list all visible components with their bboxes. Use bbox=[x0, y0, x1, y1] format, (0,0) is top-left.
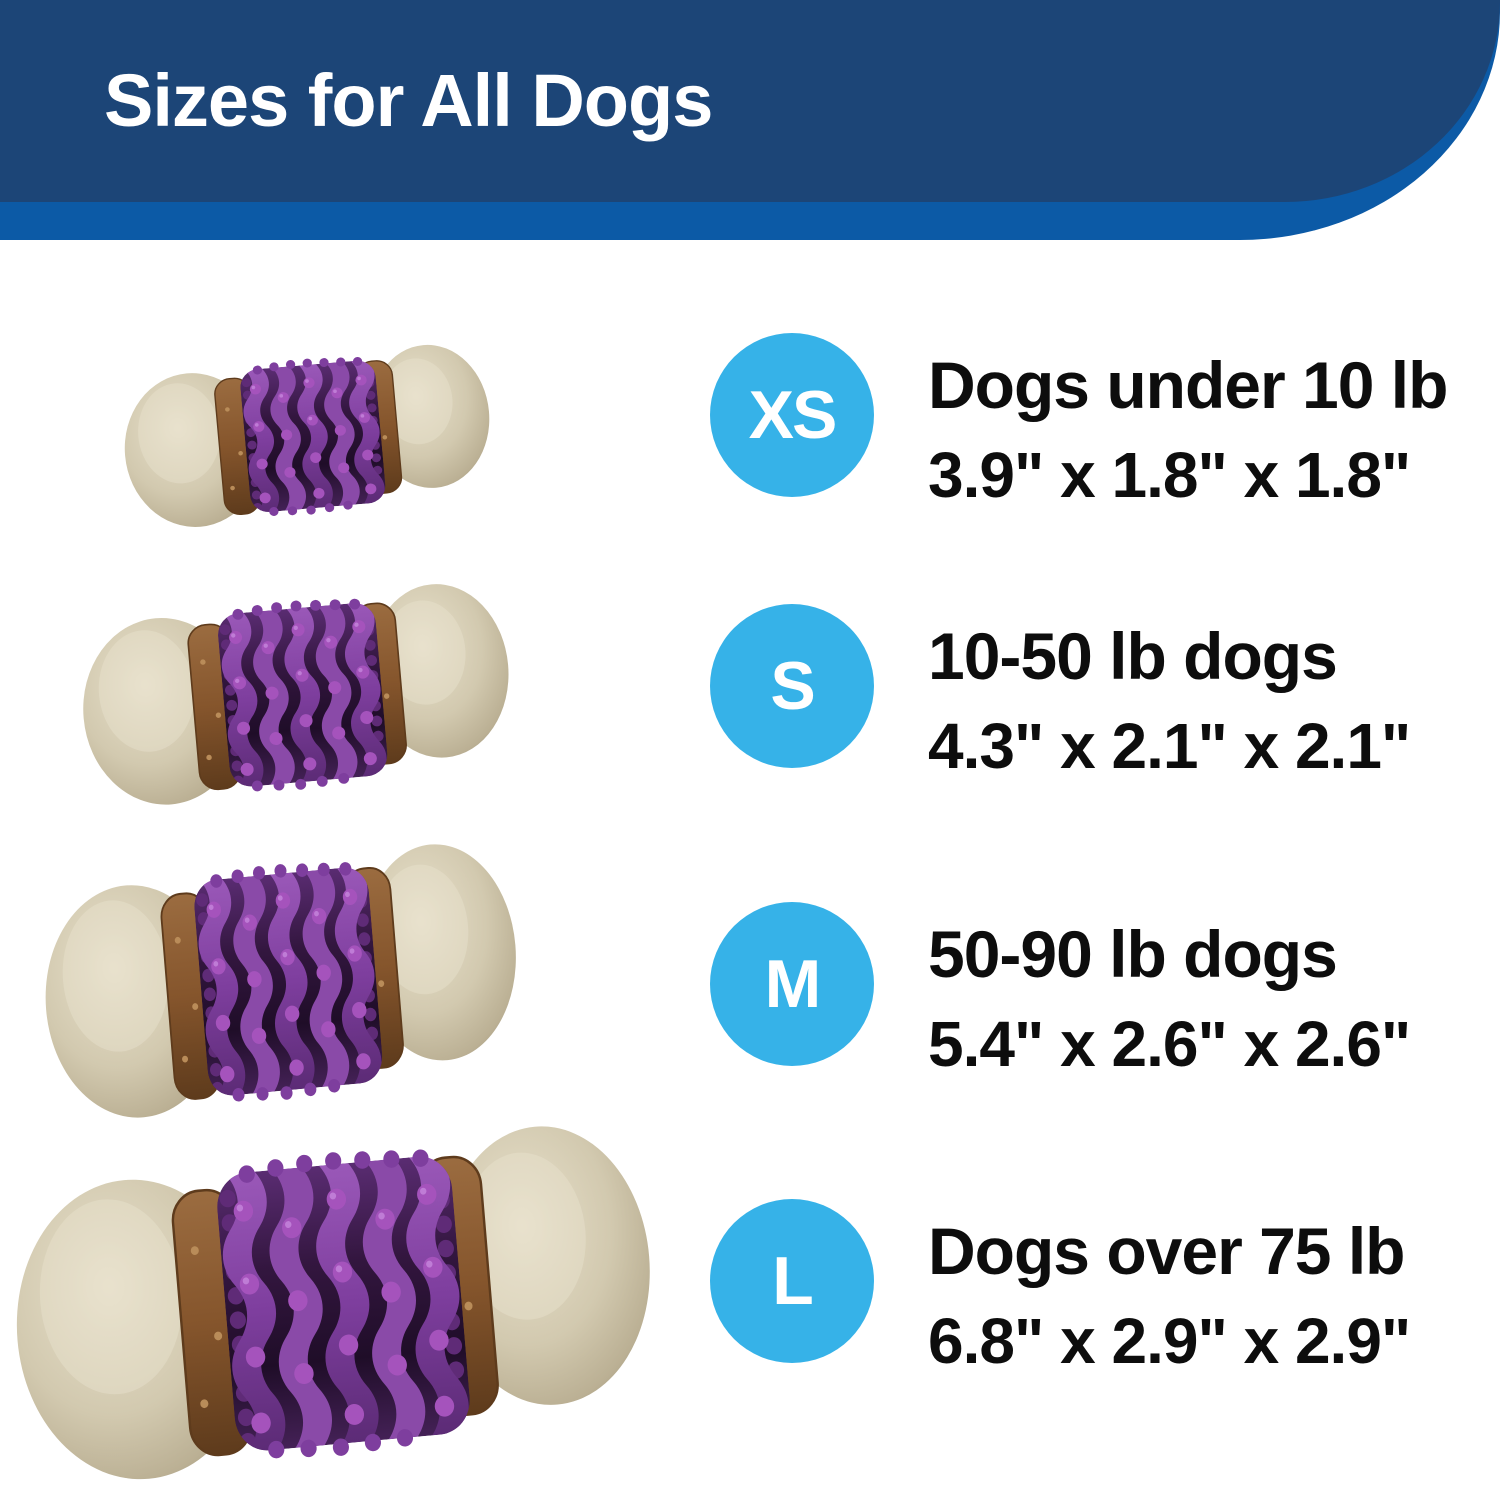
size-badge-l: L bbox=[710, 1199, 874, 1363]
size-badge-label: M bbox=[764, 946, 822, 1022]
weight-range-label: Dogs over 75 lb bbox=[928, 1214, 1406, 1288]
weight-range-label: 10-50 lb dogs bbox=[928, 619, 1338, 693]
size-badge-label: S bbox=[770, 648, 815, 724]
page-title: Sizes for All Dogs bbox=[104, 59, 713, 142]
dimensions-label: 4.3" x 2.1" x 2.1" bbox=[928, 710, 1411, 782]
weight-range-label: 50-90 lb dogs bbox=[928, 917, 1338, 991]
size-badge-m: M bbox=[710, 902, 874, 1066]
size-badge-label: L bbox=[772, 1243, 814, 1319]
dimensions-label: 3.9" x 1.8" x 1.8" bbox=[928, 439, 1411, 511]
bone-toy-image-s bbox=[76, 570, 518, 813]
bone-toy-image-xs bbox=[119, 334, 497, 535]
size-row-s: 10-50 lb dogs 4.3" x 2.1" x 2.1" bbox=[928, 619, 1411, 782]
weight-range-label: Dogs under 10 lb bbox=[928, 348, 1448, 422]
header-banner: Sizes for All Dogs bbox=[0, 0, 1500, 202]
dimensions-label: 6.8" x 2.9" x 2.9" bbox=[928, 1305, 1411, 1377]
size-row-l: Dogs over 75 lb 6.8" x 2.9" x 2.9" bbox=[928, 1214, 1411, 1377]
size-row-xs: Dogs under 10 lb 3.9" x 1.8" x 1.8" bbox=[928, 348, 1448, 511]
bone-toy-image-m bbox=[37, 828, 527, 1129]
bone-toy-image-l bbox=[6, 1105, 664, 1493]
dimensions-label: 5.4" x 2.6" x 2.6" bbox=[928, 1008, 1411, 1080]
size-row-m: 50-90 lb dogs 5.4" x 2.6" x 2.6" bbox=[928, 917, 1411, 1080]
size-badge-s: S bbox=[710, 604, 874, 768]
size-badge-xs: XS bbox=[710, 333, 874, 497]
size-badge-label: XS bbox=[748, 377, 838, 453]
